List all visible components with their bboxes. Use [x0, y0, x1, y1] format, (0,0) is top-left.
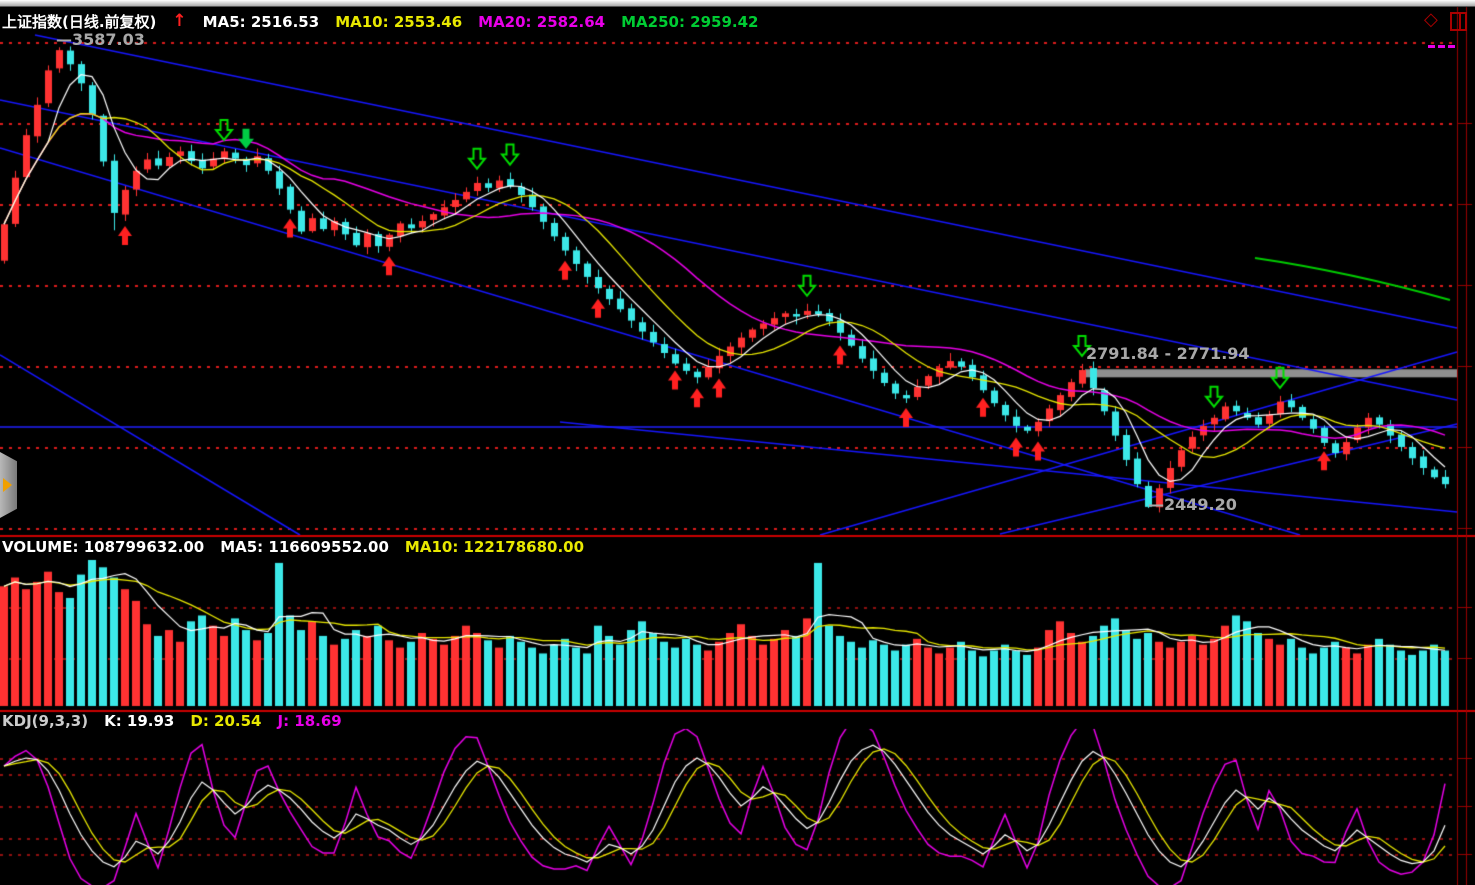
- chart-corner-tools: ◇: [1424, 9, 1472, 48]
- peak-price-label: —3587.03: [56, 30, 145, 49]
- volume-header: VOLUME: 108799632.00 MA5: 116609552.00 M…: [2, 538, 584, 556]
- kdj-header: KDJ(9,3,3) K: 19.93 D: 20.54 J: 18.69: [2, 712, 342, 730]
- drawing-dashes-icon: [1428, 33, 1464, 48]
- gap-range-label: 2791.84 - 2771.94: [1086, 344, 1250, 363]
- expand-right-icon: [3, 478, 12, 492]
- volume-ma10-value: MA10: 122178680.00: [404, 538, 585, 556]
- ma20-value: MA20: 2582.64: [478, 13, 606, 31]
- volume-value: VOLUME: 108799632.00: [2, 538, 205, 556]
- window-top-edge: [0, 0, 1475, 7]
- volume-ma5-value: MA5: 116609552.00: [220, 538, 389, 556]
- ma5-value: MA5: 2516.53: [202, 13, 320, 31]
- kdj-j-value: J: 18.69: [277, 712, 342, 730]
- ma10-value: MA10: 2553.46: [335, 13, 463, 31]
- kdj-k-value: K: 19.93: [104, 712, 175, 730]
- split-window-icon[interactable]: [1450, 12, 1467, 31]
- symbol-title[interactable]: 上证指数(日线.前复权): [2, 13, 157, 31]
- diamond-tool-icon[interactable]: ◇: [1424, 9, 1438, 30]
- ma250-value: MA250: 2959.42: [621, 13, 759, 31]
- trend-up-arrow-icon: ↑: [172, 11, 187, 31]
- kdj-d-value: D: 20.54: [190, 712, 262, 730]
- main-chart-header: 上证指数(日线.前复权) ↑ MA5: 2516.53 MA10: 2553.4…: [2, 11, 759, 32]
- low-price-label: —2449.20: [1148, 495, 1237, 514]
- kdj-name[interactable]: KDJ(9,3,3): [2, 712, 89, 730]
- left-panel-expander-tab[interactable]: [0, 452, 17, 518]
